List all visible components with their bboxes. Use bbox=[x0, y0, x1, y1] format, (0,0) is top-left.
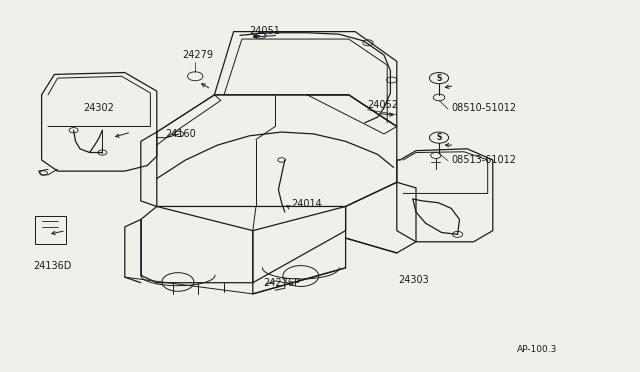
Text: S: S bbox=[436, 133, 442, 142]
Text: 24302: 24302 bbox=[83, 103, 114, 113]
Text: 24136D: 24136D bbox=[33, 261, 72, 271]
Text: 08510-51012: 08510-51012 bbox=[451, 103, 516, 113]
Text: 24052: 24052 bbox=[367, 100, 398, 110]
Text: 24276P: 24276P bbox=[264, 278, 301, 288]
Text: 24160: 24160 bbox=[165, 129, 196, 139]
Text: S: S bbox=[436, 74, 442, 83]
Bar bbox=[35, 216, 66, 244]
Text: 24051: 24051 bbox=[250, 26, 280, 35]
Text: 24303: 24303 bbox=[398, 275, 429, 285]
Text: AP-100.3: AP-100.3 bbox=[516, 345, 557, 354]
Text: 24279: 24279 bbox=[182, 50, 213, 60]
Text: 24014: 24014 bbox=[291, 199, 322, 209]
Text: 08513-61012: 08513-61012 bbox=[451, 155, 516, 165]
